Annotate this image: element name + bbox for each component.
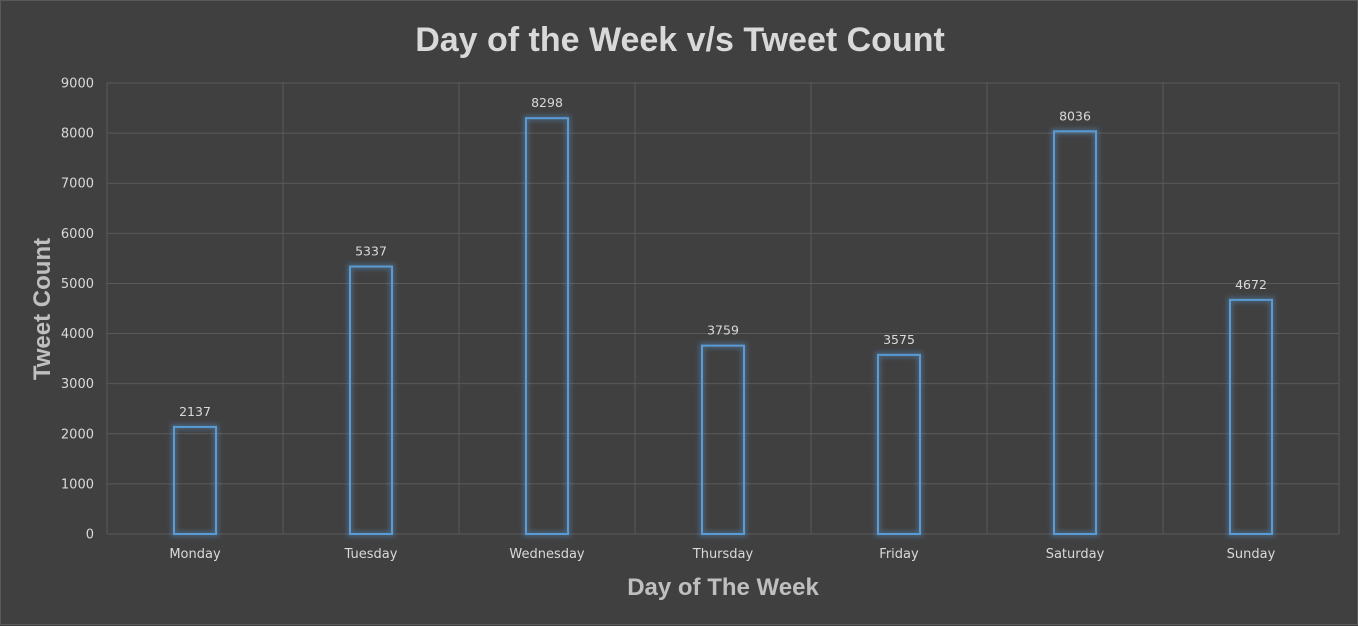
y-tick-label: 2000 [61, 427, 94, 442]
y-tick-label: 6000 [61, 227, 94, 242]
data-label: 2137 [179, 404, 211, 419]
bar-glow [171, 423, 219, 538]
y-tick-label: 1000 [61, 477, 94, 492]
bar-glow [875, 351, 923, 537]
y-tick-label: 0 [86, 528, 94, 543]
y-tick-label: 3000 [61, 377, 94, 392]
y-tick-label: 9000 [61, 77, 94, 92]
chart-title: Day of the Week v/s Tweet Count [415, 21, 945, 59]
x-tick-label: Sunday [1227, 547, 1276, 562]
bar-tuesday [349, 265, 393, 535]
x-axis-categories: Monday Tuesday Wednesday Thursday Friday Satu… [169, 547, 1275, 562]
bar-friday [877, 353, 921, 535]
x-tick-label: Tuesday [344, 547, 398, 562]
bar-sunday [1229, 298, 1273, 535]
y-axis-title: Tweet Count [29, 238, 56, 380]
y-tick-label: 8000 [61, 127, 94, 142]
data-label: 5337 [355, 244, 387, 259]
gridlines [106, 82, 1340, 535]
data-label: 3575 [883, 332, 915, 347]
bar-glow [1227, 296, 1275, 537]
bar-glow [699, 342, 747, 537]
bar-wednesday [525, 117, 569, 535]
data-label: 4672 [1235, 277, 1267, 292]
x-axis-title: Day of The Week [627, 574, 819, 601]
bar-glow [1051, 128, 1099, 538]
bar-monday [173, 425, 217, 536]
data-label: 8036 [1059, 108, 1091, 123]
data-labels: 2137 5337 8298 3759 3575 8036 4672 [179, 95, 1267, 419]
y-tick-label: 4000 [61, 327, 94, 342]
x-tick-label: Saturday [1046, 547, 1105, 562]
bar-glow [523, 115, 571, 537]
x-tick-label: Wednesday [509, 547, 585, 562]
bar-thursday [701, 344, 745, 535]
bars [171, 115, 1275, 538]
data-label: 3759 [707, 323, 739, 338]
bar-glow [347, 263, 395, 537]
data-label: 8298 [531, 95, 563, 110]
y-tick-label: 7000 [61, 177, 94, 192]
x-tick-label: Monday [169, 547, 221, 562]
y-axis-ticks: 0 1000 2000 3000 4000 5000 6000 7000 8000 9000 [61, 77, 94, 543]
bar-saturday [1053, 130, 1097, 536]
y-tick-label: 5000 [61, 277, 94, 292]
x-tick-label: Friday [879, 547, 919, 562]
x-tick-label: Thursday [692, 547, 754, 562]
